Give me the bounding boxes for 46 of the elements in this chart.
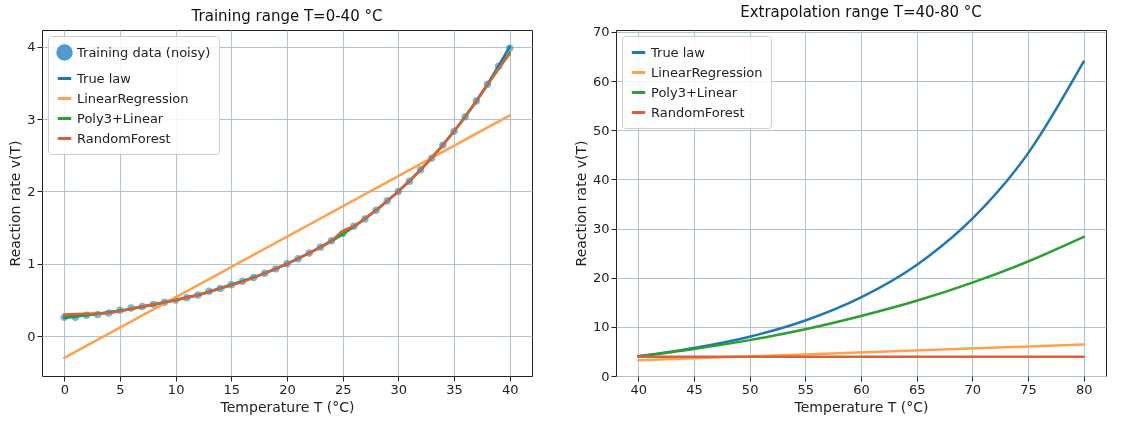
legend-label: True law — [650, 44, 706, 60]
y-tick-label: 10 — [592, 319, 610, 335]
legend-label: Training data (noisy) — [76, 44, 211, 60]
x-tick-label: 10 — [167, 381, 185, 397]
x-tick-label: 55 — [797, 381, 815, 397]
x-axis-title: Temperature T (°C) — [793, 398, 929, 415]
legend-label: LinearRegression — [77, 90, 189, 106]
x-tick-label: 75 — [1020, 381, 1037, 397]
legend-label: RandomForest — [651, 104, 745, 120]
y-tick-label: 30 — [592, 221, 610, 237]
x-tick-label: 15 — [223, 381, 241, 397]
chart-title: Extrapolation range T=40-80 °C — [740, 2, 982, 21]
legend-label: True law — [76, 70, 132, 86]
y-tick-label: 70 — [592, 24, 610, 40]
x-tick-label: 30 — [390, 381, 408, 397]
y-tick-label: 3 — [27, 111, 36, 127]
y-tick-label: 1 — [27, 256, 36, 272]
y-tick-label: 2 — [27, 183, 36, 199]
x-tick-label: 40 — [630, 381, 648, 397]
legend-label: RandomForest — [77, 130, 171, 146]
x-tick-label: 0 — [60, 381, 69, 397]
legend-label: LinearRegression — [651, 64, 763, 80]
x-tick-label: 35 — [446, 381, 463, 397]
y-tick-label: 20 — [592, 270, 610, 286]
x-tick-label: 40 — [501, 381, 519, 397]
legend-label: Poly3+Linear — [77, 110, 164, 126]
x-tick-label: 5 — [116, 381, 125, 397]
y-tick-label: 0 — [27, 328, 36, 344]
legend-label: Poly3+Linear — [651, 84, 738, 100]
x-tick-label: 80 — [1075, 381, 1093, 397]
x-tick-label: 45 — [686, 381, 703, 397]
y-axis-title: Reaction rate v(T) — [7, 140, 24, 267]
y-tick-label: 60 — [592, 73, 610, 89]
x-tick-label: 60 — [853, 381, 870, 397]
x-axis-title: Temperature T (°C) — [219, 398, 355, 415]
y-tick-label: 40 — [592, 171, 610, 187]
y-axis-title: Reaction rate v(T) — [572, 140, 589, 267]
x-tick-label: 70 — [964, 381, 982, 397]
x-tick-label: 50 — [741, 381, 759, 397]
y-tick-label: 4 — [27, 39, 36, 55]
y-tick-label: 50 — [592, 122, 610, 138]
x-tick-label: 25 — [334, 381, 352, 397]
x-tick-label: 20 — [279, 381, 296, 397]
x-tick-label: 65 — [908, 381, 926, 397]
chart-title: Training range T=0-40 °C — [190, 7, 383, 25]
y-tick-label: 0 — [601, 368, 610, 384]
